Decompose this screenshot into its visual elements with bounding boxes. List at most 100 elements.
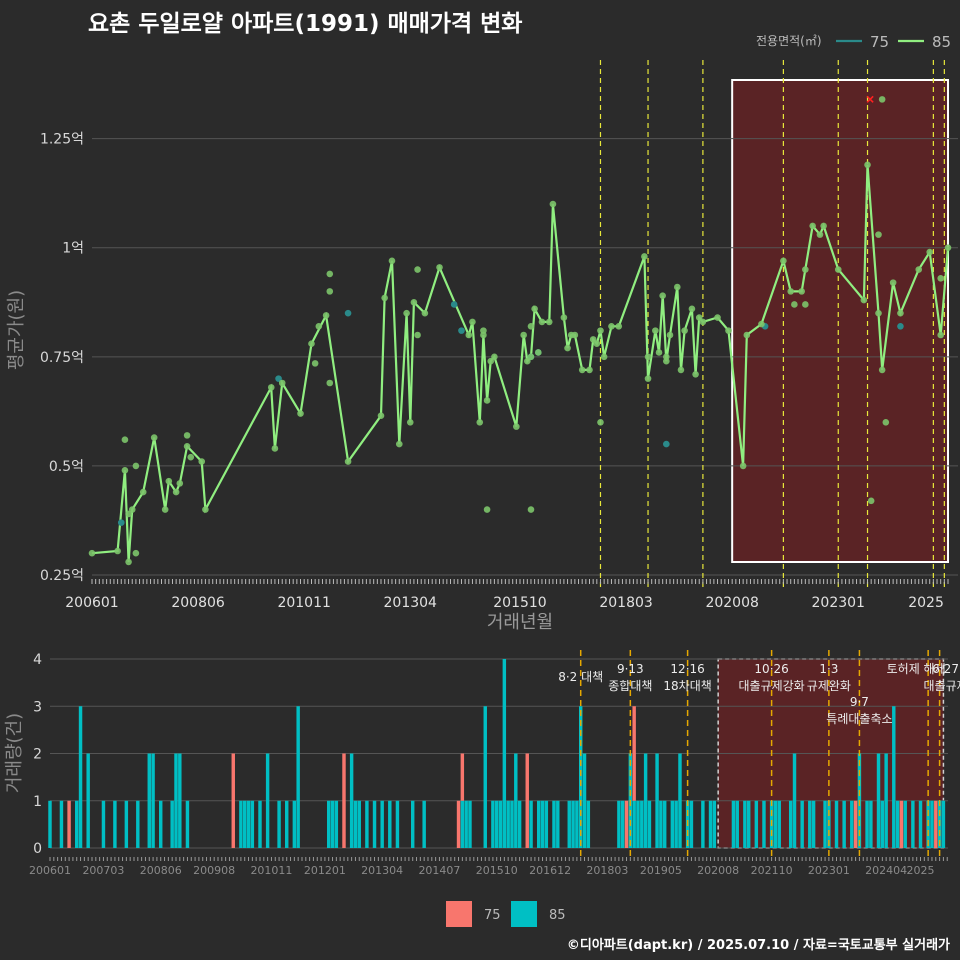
series-85-point — [688, 305, 696, 313]
volume-bar-85 — [689, 800, 694, 848]
legend-85-label: 85 — [932, 33, 951, 51]
volume-bar-85 — [712, 800, 717, 848]
series-85-point — [802, 266, 809, 273]
series-85-point — [534, 349, 542, 356]
series-85-point — [381, 294, 388, 302]
volume-bar-85 — [185, 800, 190, 848]
series-85-point — [644, 375, 652, 382]
y-tick-label: 0.25억 — [40, 568, 84, 584]
policy-label: 9·7 — [850, 695, 869, 709]
volume-bar-85 — [903, 800, 907, 848]
x-tick-label: 200601 — [65, 595, 118, 611]
series-85-point — [692, 370, 699, 378]
series-75-point — [117, 519, 125, 526]
volume-bar-75 — [624, 800, 629, 848]
series-85-point — [589, 336, 597, 343]
series-85-point — [527, 322, 535, 330]
volume-bar-85 — [617, 800, 621, 848]
volume-bar-85 — [876, 753, 881, 848]
series-85-point — [780, 257, 787, 265]
series-85-point — [659, 292, 666, 300]
series-85-point — [132, 549, 140, 557]
volume-bar-85 — [349, 753, 354, 848]
series-85-point — [834, 266, 842, 273]
volume-bar-85 — [788, 800, 793, 848]
volume-bar-85 — [540, 800, 545, 848]
series-85-point — [549, 200, 557, 208]
volume-bar-85 — [326, 800, 331, 848]
series-85-point — [695, 314, 703, 321]
series-85-point — [608, 322, 615, 330]
series-85-point — [816, 231, 824, 238]
x-tick-label: 2025 — [908, 595, 944, 611]
volume-bar-85 — [884, 753, 888, 848]
volume-bar-85 — [746, 800, 751, 848]
volume-bar-85 — [941, 800, 946, 848]
volume-bar-85 — [842, 800, 846, 848]
series-75-point — [275, 375, 282, 382]
series-85-point — [758, 320, 765, 328]
volume-bar-85 — [670, 800, 675, 848]
series-85-line — [91, 164, 950, 562]
volume-bar-85 — [578, 706, 583, 848]
volume-bar-85 — [59, 800, 64, 848]
policy-label: 토허제 해제 — [887, 662, 946, 676]
series-85-point — [560, 314, 568, 321]
series-85-point — [414, 331, 421, 339]
volume-bar-85 — [502, 659, 507, 848]
volume-bar-85 — [918, 800, 923, 848]
series-85-point — [791, 301, 798, 308]
volume-bar-85 — [895, 800, 900, 848]
volume-bar-85 — [536, 800, 541, 848]
series-85-point — [271, 445, 279, 452]
volume-bar-85 — [159, 800, 163, 848]
volume-bar-85 — [292, 800, 297, 848]
volume-bar-85 — [243, 800, 247, 848]
series-85-point — [121, 436, 129, 444]
series-85-point — [820, 222, 827, 230]
volume-bar-85 — [636, 800, 640, 848]
series-85-point — [524, 357, 531, 365]
series-85-point — [132, 462, 140, 470]
volume-bar-85 — [464, 800, 468, 848]
series-85-point — [315, 322, 323, 330]
volume-x-tick-label: 200806 — [140, 864, 182, 877]
series-85-point — [125, 510, 132, 518]
series-85-point — [311, 360, 319, 367]
volume-bar-85 — [792, 753, 797, 848]
volume-bar-85 — [483, 706, 487, 848]
volume-x-tick-label: 200703 — [82, 864, 124, 877]
volume-bar-85 — [647, 800, 652, 848]
y-tick-label: 1억 — [62, 241, 84, 257]
volume-bar-85 — [284, 800, 289, 848]
series-85-point — [897, 309, 904, 317]
series-85-point — [483, 506, 491, 513]
policy-label: 10·26 — [754, 662, 788, 676]
volume-bar-75 — [460, 753, 465, 801]
series-85-point — [183, 432, 191, 439]
series-85-point — [128, 506, 136, 513]
x-tick-label: 202008 — [705, 595, 758, 611]
volume-bar-85 — [743, 800, 747, 848]
series-85-point — [655, 349, 663, 356]
volume-bar-85 — [357, 800, 361, 848]
volume-bar-85 — [800, 800, 804, 848]
series-85-point — [202, 506, 209, 513]
volume-bar-85 — [529, 800, 533, 848]
series-85-point — [395, 440, 403, 448]
volume-bar-85 — [632, 800, 636, 848]
series-75-point — [344, 309, 352, 317]
volume-bar-85 — [365, 800, 369, 848]
volume-bar-85 — [701, 800, 705, 848]
series-85-point — [326, 288, 334, 295]
volume-bar-85 — [410, 800, 415, 848]
y-tick-label: 0.5억 — [49, 459, 84, 475]
x-tick-label: 201011 — [277, 595, 330, 611]
volume-bar-85 — [460, 800, 465, 848]
volume-y-tick-label: 1 — [33, 794, 42, 810]
volume-x-tick-label: 201905 — [640, 864, 682, 877]
y-tick-label: 0.75억 — [40, 350, 84, 366]
series-85-point — [88, 549, 96, 557]
series-85-point — [121, 466, 129, 474]
volume-bar-85 — [582, 753, 587, 848]
